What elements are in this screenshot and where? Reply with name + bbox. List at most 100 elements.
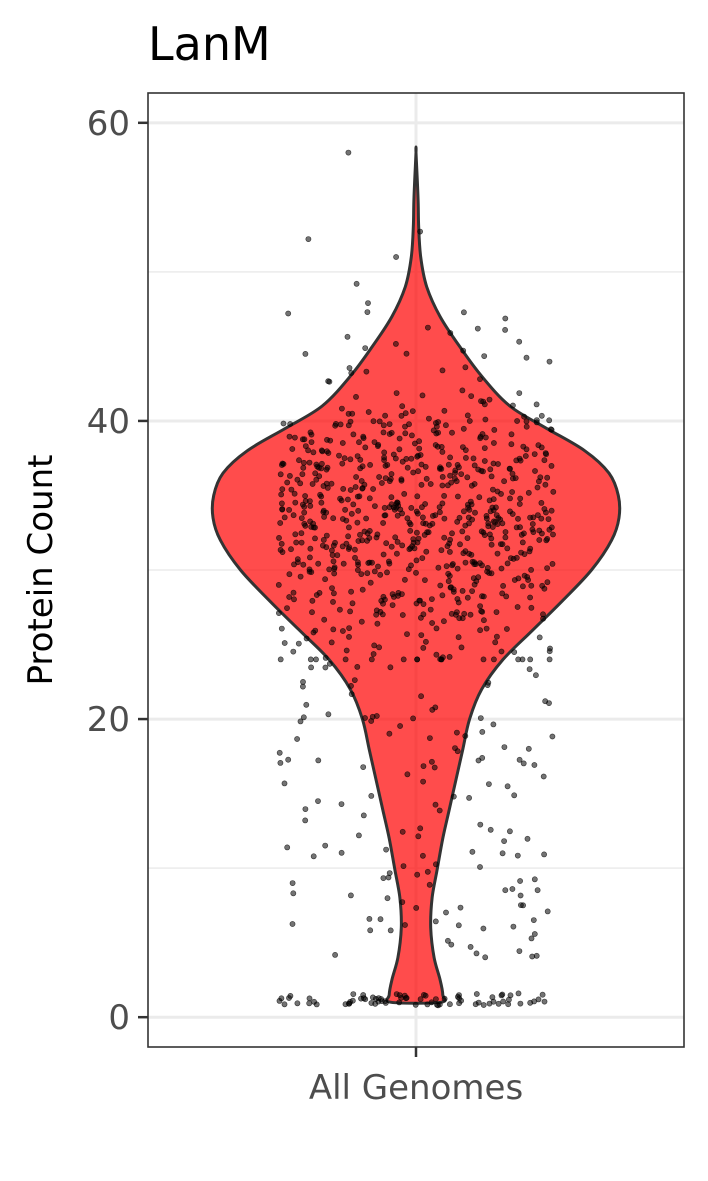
data-point — [388, 543, 395, 550]
data-point — [443, 909, 449, 916]
data-point — [365, 409, 372, 415]
data-point — [485, 781, 492, 787]
data-point — [454, 596, 461, 602]
data-point — [422, 638, 429, 645]
data-point — [404, 771, 411, 778]
data-point — [423, 475, 430, 482]
data-point — [469, 588, 475, 594]
data-point — [482, 954, 489, 961]
data-point — [437, 656, 444, 663]
data-point — [351, 677, 358, 683]
data-point — [300, 459, 307, 466]
data-point — [321, 616, 328, 623]
data-point — [531, 931, 538, 937]
data-point — [322, 842, 329, 849]
data-point — [425, 529, 432, 536]
data-point — [394, 539, 401, 545]
data-point — [491, 426, 498, 433]
data-point — [307, 502, 314, 509]
data-point — [377, 916, 384, 923]
data-point — [529, 953, 536, 960]
data-point — [355, 832, 362, 839]
data-point — [305, 236, 312, 242]
data-point — [448, 584, 454, 590]
data-point — [277, 547, 284, 553]
data-point — [279, 460, 286, 467]
data-point — [500, 998, 507, 1005]
data-point — [278, 491, 285, 498]
data-point — [348, 370, 355, 376]
data-point — [396, 435, 403, 442]
data-point — [309, 597, 316, 604]
data-point — [510, 475, 516, 482]
x-tick-label: All Genomes — [309, 1068, 523, 1108]
data-point — [367, 927, 374, 934]
data-point — [313, 592, 320, 598]
data-point — [544, 565, 550, 571]
data-point — [350, 501, 357, 508]
data-point — [457, 541, 463, 548]
data-point — [300, 679, 306, 685]
data-point — [442, 422, 449, 429]
data-point — [419, 514, 426, 521]
data-point — [299, 471, 306, 478]
data-point — [348, 510, 355, 517]
data-point — [541, 998, 548, 1005]
data-point — [528, 935, 535, 942]
data-point — [513, 524, 520, 531]
data-point — [452, 470, 458, 476]
data-point — [436, 504, 443, 510]
data-point — [439, 473, 446, 480]
data-point — [516, 948, 523, 954]
data-point — [465, 504, 471, 511]
data-point — [506, 465, 513, 472]
data-point — [347, 456, 354, 463]
data-point — [502, 887, 509, 894]
data-point — [292, 499, 299, 506]
data-point — [421, 577, 428, 583]
data-point — [281, 514, 288, 521]
data-point — [362, 345, 369, 351]
data-point — [424, 324, 431, 331]
data-point — [501, 478, 507, 485]
data-point — [374, 443, 381, 449]
data-point — [344, 496, 351, 503]
data-point — [524, 835, 531, 842]
data-point — [370, 418, 377, 425]
data-point — [322, 664, 329, 671]
data-point — [544, 536, 551, 542]
data-point — [359, 463, 366, 470]
data-point — [404, 515, 411, 522]
data-point — [537, 474, 544, 481]
data-point — [384, 461, 391, 468]
data-point — [469, 848, 476, 855]
data-point — [429, 620, 435, 626]
data-point — [298, 530, 305, 537]
data-point — [319, 448, 326, 455]
data-point — [527, 656, 534, 663]
data-point — [419, 852, 426, 859]
data-point — [338, 801, 345, 807]
data-point — [310, 449, 317, 456]
data-point — [392, 340, 399, 347]
data-point — [353, 280, 360, 287]
data-point — [433, 423, 440, 430]
data-point — [462, 733, 469, 739]
data-point — [313, 476, 320, 483]
data-point — [399, 899, 406, 905]
data-point — [548, 426, 554, 433]
data-point — [381, 512, 388, 519]
data-point — [502, 529, 509, 535]
data-point — [538, 412, 545, 419]
data-point — [479, 608, 486, 615]
data-point — [376, 644, 382, 651]
data-point — [298, 539, 305, 546]
data-point — [550, 531, 556, 538]
data-point — [374, 531, 381, 538]
data-point — [498, 490, 504, 497]
data-point — [490, 721, 497, 728]
data-point — [355, 507, 362, 514]
data-point — [276, 749, 283, 756]
data-point — [435, 564, 442, 571]
data-point — [503, 593, 510, 600]
